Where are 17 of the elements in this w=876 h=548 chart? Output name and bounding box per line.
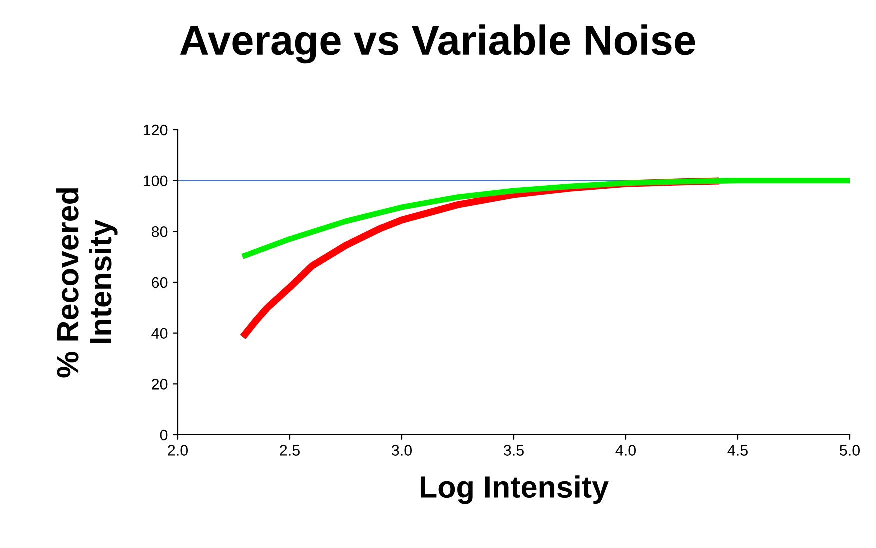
x-tick-label: 5.0 (840, 445, 860, 456)
y-tick-label: 100 (144, 176, 168, 187)
x-tick-label: 2.0 (168, 445, 188, 456)
x-tick-label: 2.5 (280, 445, 300, 456)
x-tick-label: 4.5 (728, 445, 748, 456)
y-tick-label: 80 (152, 226, 168, 238)
x-tick-label: 3.0 (392, 445, 412, 456)
y-tick-label: 20 (152, 379, 168, 390)
x-tick-label: 3.5 (504, 445, 524, 456)
x-axis-title: Log Intensity (420, 476, 609, 504)
chart-title: Average vs Variable Noise (180, 24, 696, 64)
y-tick-label: 60 (152, 277, 168, 288)
y-tick-label: 120 (144, 124, 168, 136)
y-axis-title: % Recovered Intensity (56, 188, 118, 378)
y-tick-label: 0 (160, 430, 168, 441)
y-tick-label: 40 (152, 328, 168, 340)
x-tick-label: 4.0 (616, 445, 636, 456)
